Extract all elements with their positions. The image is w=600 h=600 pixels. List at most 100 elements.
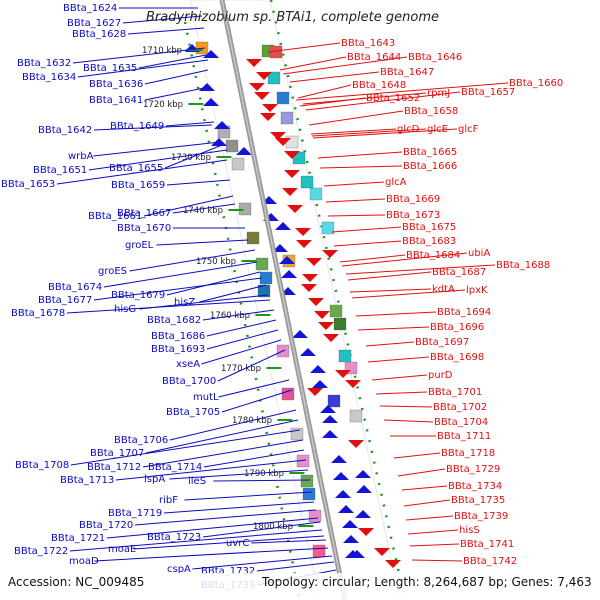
gene-label-right: glcF	[458, 124, 479, 135]
kbp-label: 1770 kbp	[221, 364, 261, 374]
gene-arrow-reverse	[282, 188, 298, 196]
gene-connector-right	[323, 181, 385, 187]
gene-label-right: glcD	[397, 124, 420, 135]
gene-connector-right	[357, 326, 430, 331]
gene-arrow-forward	[338, 505, 354, 513]
gene-arrow-reverse	[275, 138, 291, 146]
gene-connector-right	[279, 56, 347, 71]
gene-label-left: BBta_1651	[33, 165, 87, 176]
gene-label-left: BBta_1635	[83, 63, 137, 74]
gene-connector-left	[127, 27, 205, 35]
gene-label-right: BBta_1646	[408, 52, 462, 63]
gene-arrow-reverse	[262, 104, 278, 112]
gene-label-right: BBta_1648	[352, 80, 406, 91]
gene-label-left: groEL	[125, 240, 154, 251]
gene-connector-right	[319, 165, 403, 169]
gene-label-right: BBta_1687	[432, 267, 486, 278]
gene-label-right: BBta_1657	[461, 87, 515, 98]
gene-connector-right	[401, 485, 448, 491]
gene-label-left: hisZ	[174, 297, 195, 308]
gene-label-right: BBta_1735	[451, 495, 505, 506]
gene-arrow-forward	[343, 535, 359, 543]
kbp-label: 1740 kbp	[183, 206, 223, 216]
gene-connector-right	[409, 543, 460, 547]
gene-block	[285, 135, 299, 149]
gene-connector-right	[349, 288, 432, 293]
gene-connector-right	[365, 341, 415, 347]
right-gene-labels: BBta_1643 BBta_1644 BBta_1646 BBta_1647 BBta…	[341, 38, 563, 567]
gene-arrow-reverse	[301, 284, 317, 292]
gene-arrow-reverse	[256, 72, 272, 80]
gene-arrow-reverse	[307, 388, 323, 396]
gene-arrow-reverse	[308, 298, 324, 306]
kbp-label-bg	[195, 256, 240, 266]
gene-label-right: BBta_1684	[406, 250, 460, 261]
gene-block	[267, 71, 281, 85]
gene-connector-left	[218, 379, 290, 398]
gene-block	[231, 157, 245, 171]
gene-connector-left	[203, 449, 305, 468]
gene-connector-left	[133, 535, 325, 550]
gene-arrow-forward	[279, 256, 295, 264]
gene-arrow-reverse	[302, 274, 318, 282]
summary-text: Topology: circular; Length: 8,264,687 bp…	[261, 575, 592, 589]
gene-arrow-reverse	[318, 322, 334, 330]
gene-label-left: xseA	[176, 359, 200, 370]
gene-label-right: rpmJ	[427, 88, 450, 99]
gene-block	[300, 474, 314, 488]
gene-arrow-forward	[320, 405, 336, 413]
gene-connector-left	[217, 349, 286, 382]
gene-block	[309, 187, 323, 201]
gene-block	[338, 349, 352, 363]
backbone	[219, 0, 348, 600]
gene-block	[302, 487, 316, 501]
gene-connector-right	[367, 356, 430, 363]
gene-connector-left	[169, 409, 297, 441]
gene-arrow-reverse	[284, 151, 300, 159]
gene-connector-left	[93, 141, 221, 157]
gene-connector-right	[267, 42, 341, 53]
gene-arrow-forward	[342, 520, 358, 528]
gene-connector-left	[169, 469, 309, 480]
gene-connector-left	[93, 124, 213, 131]
gene-label-right: BBta_1694	[437, 307, 491, 318]
gene-arrow-reverse	[295, 228, 311, 236]
gene-label-left: BBta_1721	[51, 533, 105, 544]
gene-label-left: wrbA	[68, 151, 94, 162]
gene-label-left: BBta_1653	[1, 179, 55, 190]
gene-label-left: ribF	[159, 495, 178, 506]
gene-arrow-reverse	[314, 311, 330, 319]
gene-arrow-forward	[333, 472, 349, 480]
gene-connector-left	[72, 47, 206, 64]
gene-connector-left	[156, 239, 249, 246]
gene-connector-left	[251, 539, 327, 544]
gene-connector-left	[144, 87, 205, 101]
gene-label-left: BBta_1732	[201, 566, 255, 577]
gene-block	[255, 257, 269, 271]
gene-arrow-reverse	[296, 240, 312, 248]
gene-connector-left	[166, 271, 261, 296]
gene-label-left: BBta_1628	[72, 29, 126, 40]
gene-connector-left	[163, 501, 315, 514]
gene-arrow-reverse	[322, 250, 338, 258]
gene-label-left: moaD	[69, 556, 99, 567]
gene-connector-left	[88, 149, 228, 171]
gene-label-left: BBta_1700	[162, 376, 216, 387]
gene-connector-right	[317, 151, 403, 159]
gene-connector-left	[138, 54, 207, 69]
gene-label-right: BBta_1696	[430, 322, 484, 333]
gene-label-right: BBta_1675	[402, 222, 456, 233]
gene-arrow-reverse	[260, 113, 276, 121]
gene-label-right: BBta_1673	[386, 210, 440, 221]
gene-connector-right	[308, 110, 404, 126]
gene-arrow-forward	[300, 348, 316, 356]
gene-connector-left	[56, 159, 228, 185]
gene-connector-left	[206, 329, 279, 350]
gene-block	[300, 175, 314, 189]
gene-block	[246, 231, 260, 245]
feature-layer	[184, 41, 401, 568]
gene-arrow-forward	[335, 490, 351, 498]
gene-label-left: hisG	[114, 304, 136, 315]
kbp-label: 1780 kbp	[232, 416, 272, 426]
gene-connector-right	[341, 252, 468, 267]
